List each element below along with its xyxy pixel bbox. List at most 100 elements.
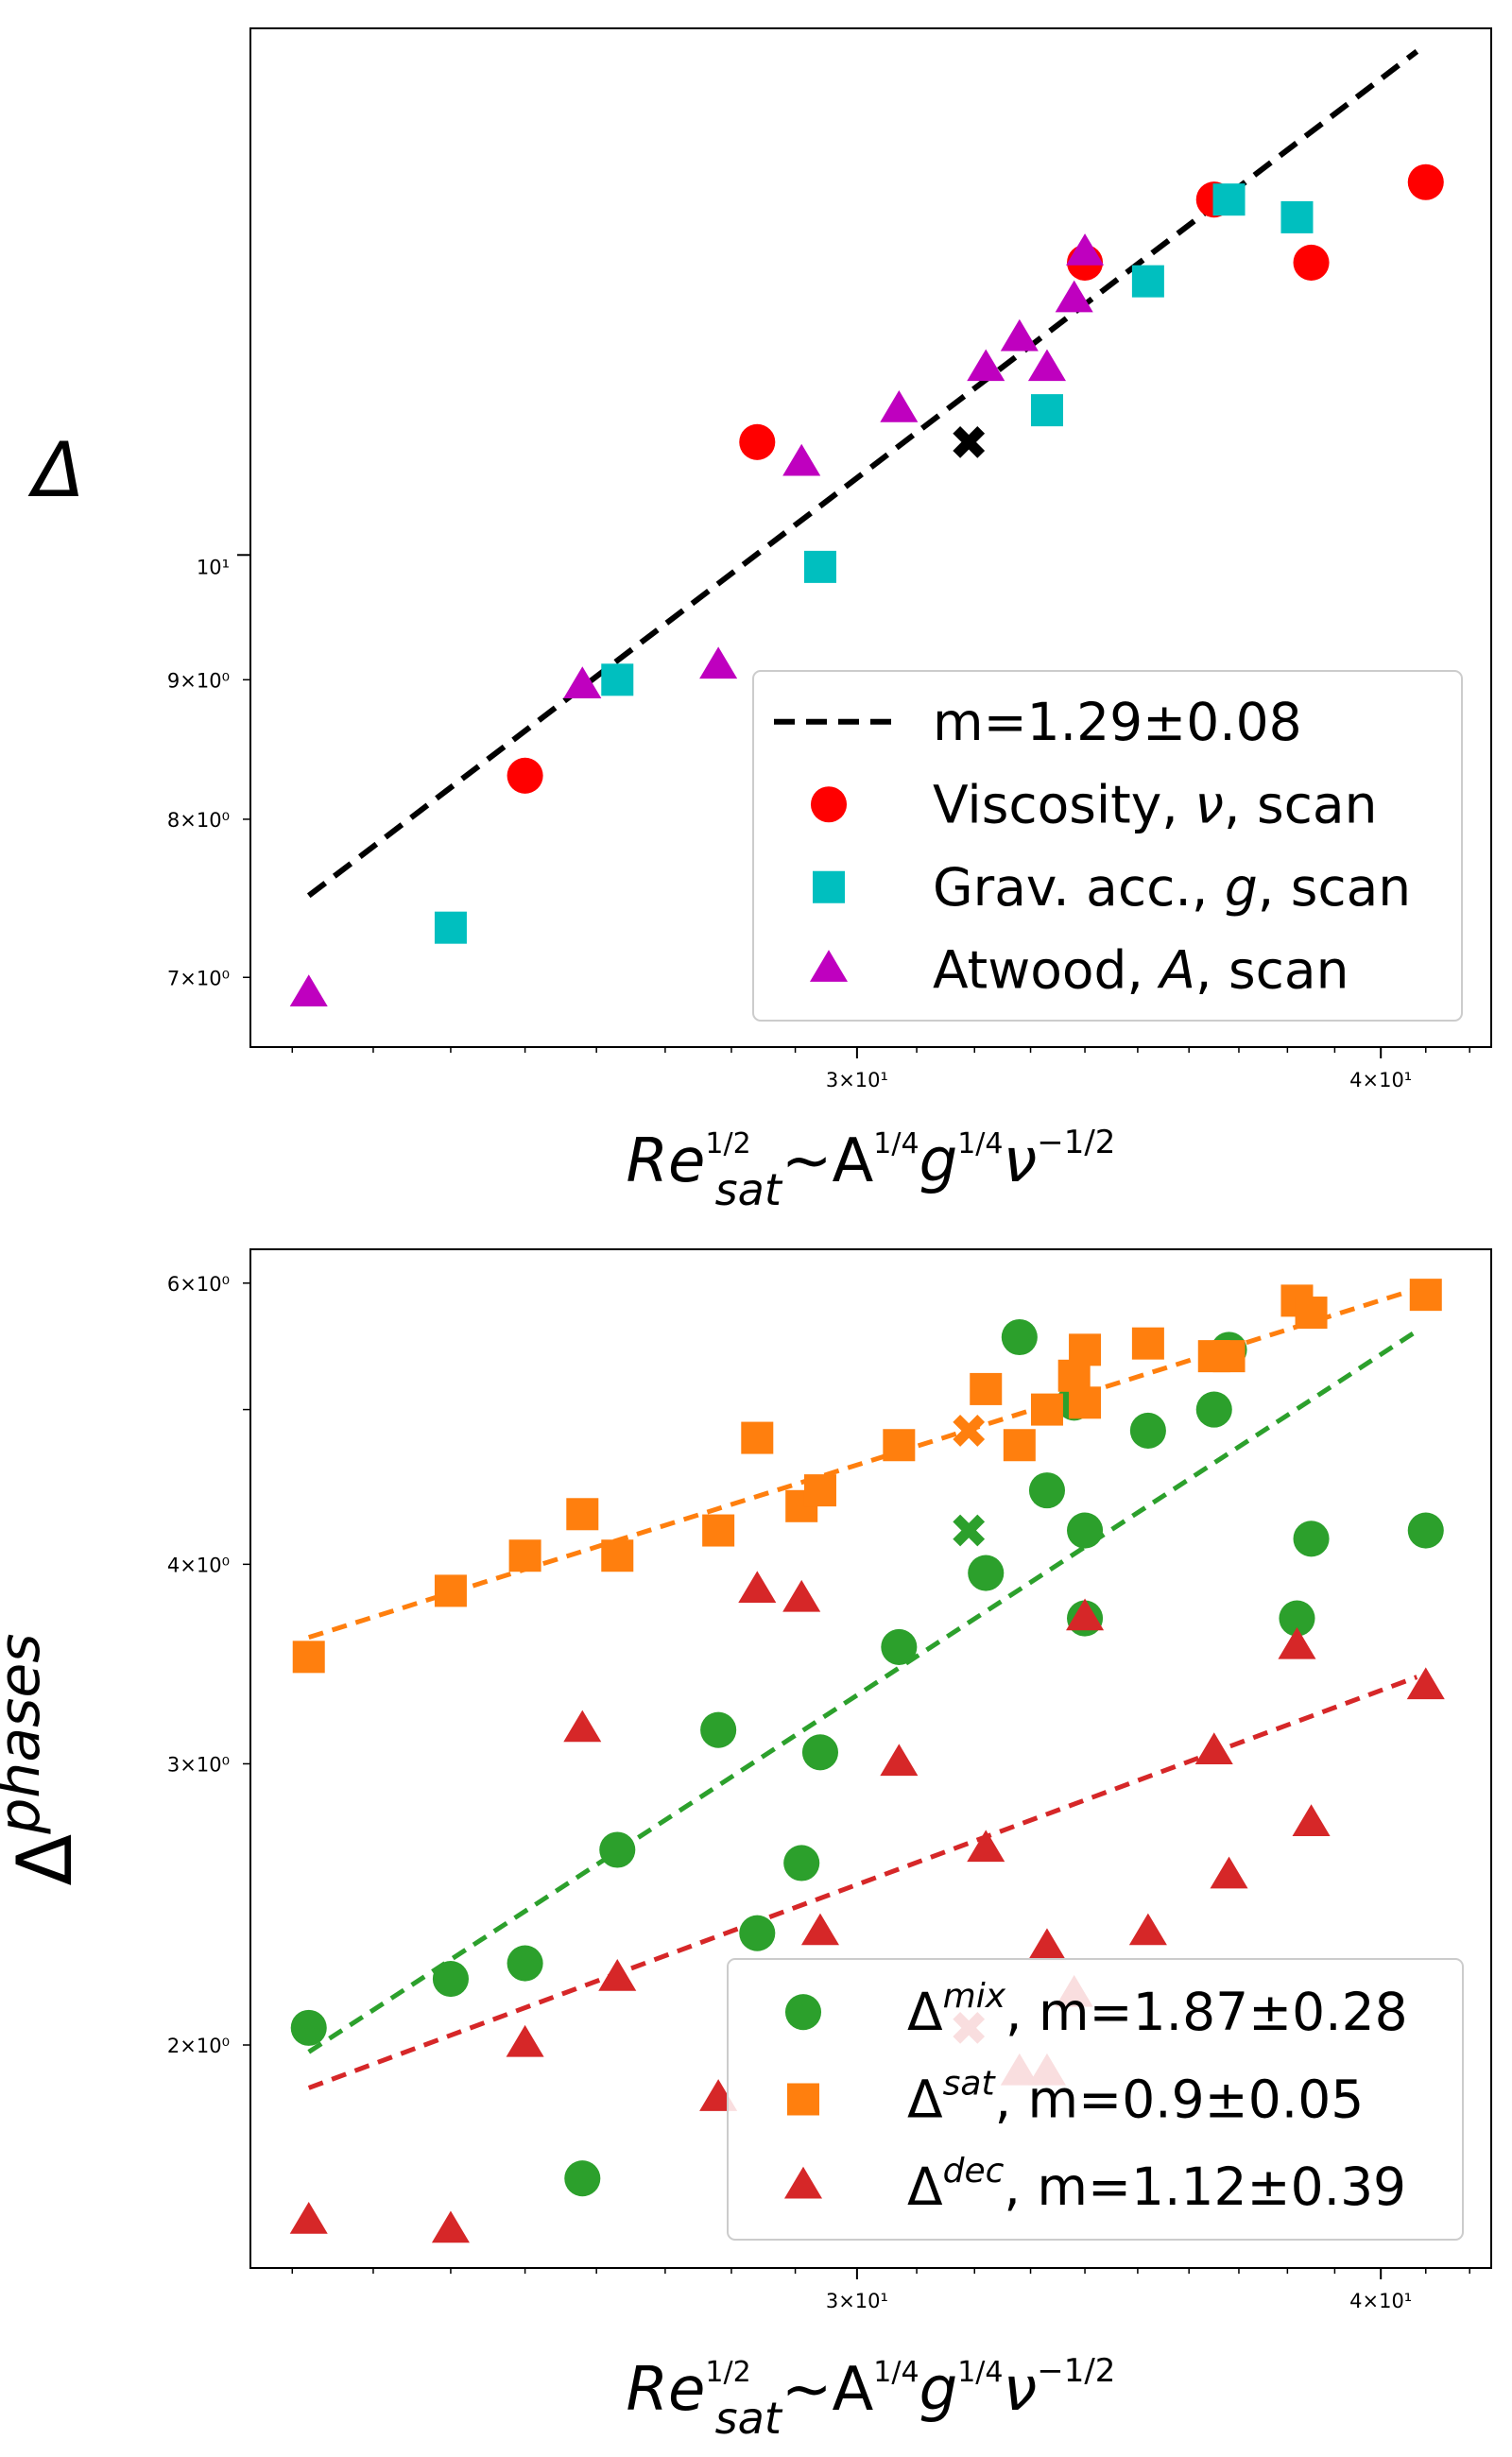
- x-tick-label: 4×10¹: [1349, 1069, 1412, 1091]
- data-point: [1055, 280, 1093, 313]
- data-point: [741, 1421, 774, 1454]
- data-point: [563, 666, 602, 698]
- x-axis-label-part: 1/4: [873, 1127, 919, 1160]
- data-point: [601, 663, 634, 696]
- data-point: [1001, 1318, 1038, 1356]
- data-point: [599, 1831, 636, 1868]
- data-point: [1128, 1913, 1167, 1946]
- data-point: [507, 757, 543, 794]
- data-point: [1003, 1429, 1036, 1462]
- legend-box: [752, 670, 1463, 1022]
- data-point: [801, 1734, 839, 1771]
- x-axis-label-part: g: [919, 1126, 958, 1196]
- fit-line-square: [307, 1286, 1418, 1641]
- data-point: [1280, 200, 1314, 233]
- legend-label: Grav. acc., g, scan: [933, 857, 1411, 918]
- data-point: [432, 1961, 469, 1998]
- data-point: [1030, 1393, 1063, 1426]
- data-point: [1212, 1340, 1246, 1373]
- data-point: [970, 1372, 1003, 1405]
- data-point: [1000, 318, 1039, 352]
- data-point: [1069, 1333, 1102, 1366]
- legend-label: Viscosity, ν, scan: [933, 774, 1377, 834]
- data-point: [883, 1429, 916, 1462]
- x-axis-label-part: g: [919, 2355, 958, 2425]
- data-point: [880, 390, 919, 422]
- data-point: [881, 1628, 918, 1665]
- data-point: [783, 1845, 820, 1881]
- legend-label-part: , m=1.12±0.39: [1004, 2156, 1406, 2217]
- data-point: [1292, 1804, 1331, 1836]
- data-point: [1129, 1412, 1166, 1449]
- series-square: [292, 1279, 1442, 1674]
- plot-frame: [249, 1248, 1492, 2269]
- x-axis-label-part: Re: [627, 2355, 706, 2425]
- data-point: [1212, 183, 1246, 216]
- data-point: [702, 1514, 735, 1547]
- data-point: [739, 1915, 776, 1951]
- x-axis-label-part: −1/2: [1037, 1124, 1115, 1161]
- data-point: [1066, 1598, 1105, 1631]
- y-axis-label-part: Δ: [1, 1834, 89, 1886]
- data-point: [1067, 1512, 1104, 1549]
- x-tick-label: 3×10¹: [826, 2290, 888, 2312]
- data-point: [1194, 1732, 1233, 1764]
- data-point: [598, 1958, 637, 1991]
- y-tick-label: 7×10⁰: [167, 967, 230, 989]
- data-point: [1027, 349, 1066, 382]
- data-point: [290, 2009, 327, 2046]
- legend-marker: [784, 1994, 822, 2031]
- legend-label-part: dec: [943, 2152, 1005, 2191]
- data-point: [1293, 1521, 1330, 1557]
- x-axis-label-1: Re1/2 sat~A1/4g1/4ν−1/2: [627, 1124, 1116, 1215]
- data-point: [1195, 1391, 1232, 1428]
- data-point: [1278, 1626, 1316, 1659]
- y-tick-label: 9×10⁰: [167, 669, 230, 692]
- x-axis-label-part: ~A: [782, 1126, 874, 1196]
- y-tick-label: 3×10⁰: [167, 1753, 230, 1776]
- legend-marker: [783, 2166, 823, 2199]
- highlight-point-stroke-b: [953, 1514, 986, 1547]
- data-point: [1293, 244, 1330, 281]
- legend-marker: [809, 950, 849, 982]
- y-tick-label: 2×10⁰: [167, 2035, 230, 2057]
- x-axis-label-part: sat: [715, 1164, 783, 1215]
- series-triangle: [289, 233, 1105, 1006]
- data-point: [1028, 1472, 1066, 1509]
- y-tick-label: 10¹: [197, 556, 230, 578]
- legend-label-part: , scan: [1258, 857, 1411, 918]
- data-point: [800, 1913, 839, 1946]
- data-point: [292, 1641, 325, 1674]
- x-axis-label-part: ν: [1003, 2355, 1037, 2425]
- data-point: [803, 1474, 836, 1507]
- fit-line-triangle: [307, 1675, 1418, 2090]
- data-point: [1295, 1297, 1328, 1330]
- legend-label-part: mix: [943, 1977, 1006, 2016]
- highlight-point-stroke-b: [953, 425, 986, 458]
- data-point: [782, 443, 821, 476]
- y-axis-label: Δphases: [0, 1633, 89, 1885]
- x-axis-label-part: sat: [715, 2393, 783, 2444]
- x-axis-label-part: 1/2: [705, 1127, 750, 1160]
- legend-label-part: Δ: [907, 2070, 943, 2130]
- legend-label-part: Atwood,: [933, 939, 1160, 1000]
- plot-frame: [249, 27, 1492, 1048]
- x-axis-label-part: 1/2: [705, 2356, 750, 2389]
- legend-label: Δmix, m=1.87±0.28: [907, 1977, 1408, 2042]
- highlight-point: [953, 1415, 986, 1447]
- y-tick-label: 4×10⁰: [167, 1554, 230, 1576]
- data-point: [1407, 1512, 1444, 1549]
- legend-label-part: , scan: [1224, 774, 1377, 834]
- data-point: [289, 974, 328, 1006]
- data-point: [1409, 1279, 1442, 1312]
- data-point: [1407, 163, 1444, 200]
- legend-label-part: Viscosity,: [933, 774, 1194, 834]
- legend-label-part: sat: [943, 2065, 997, 2104]
- data-point: [738, 1571, 777, 1604]
- x-axis-label-part: 1/4: [873, 2356, 919, 2389]
- y-tick-label: 6×10⁰: [167, 1273, 230, 1296]
- highlight-point: [953, 425, 986, 458]
